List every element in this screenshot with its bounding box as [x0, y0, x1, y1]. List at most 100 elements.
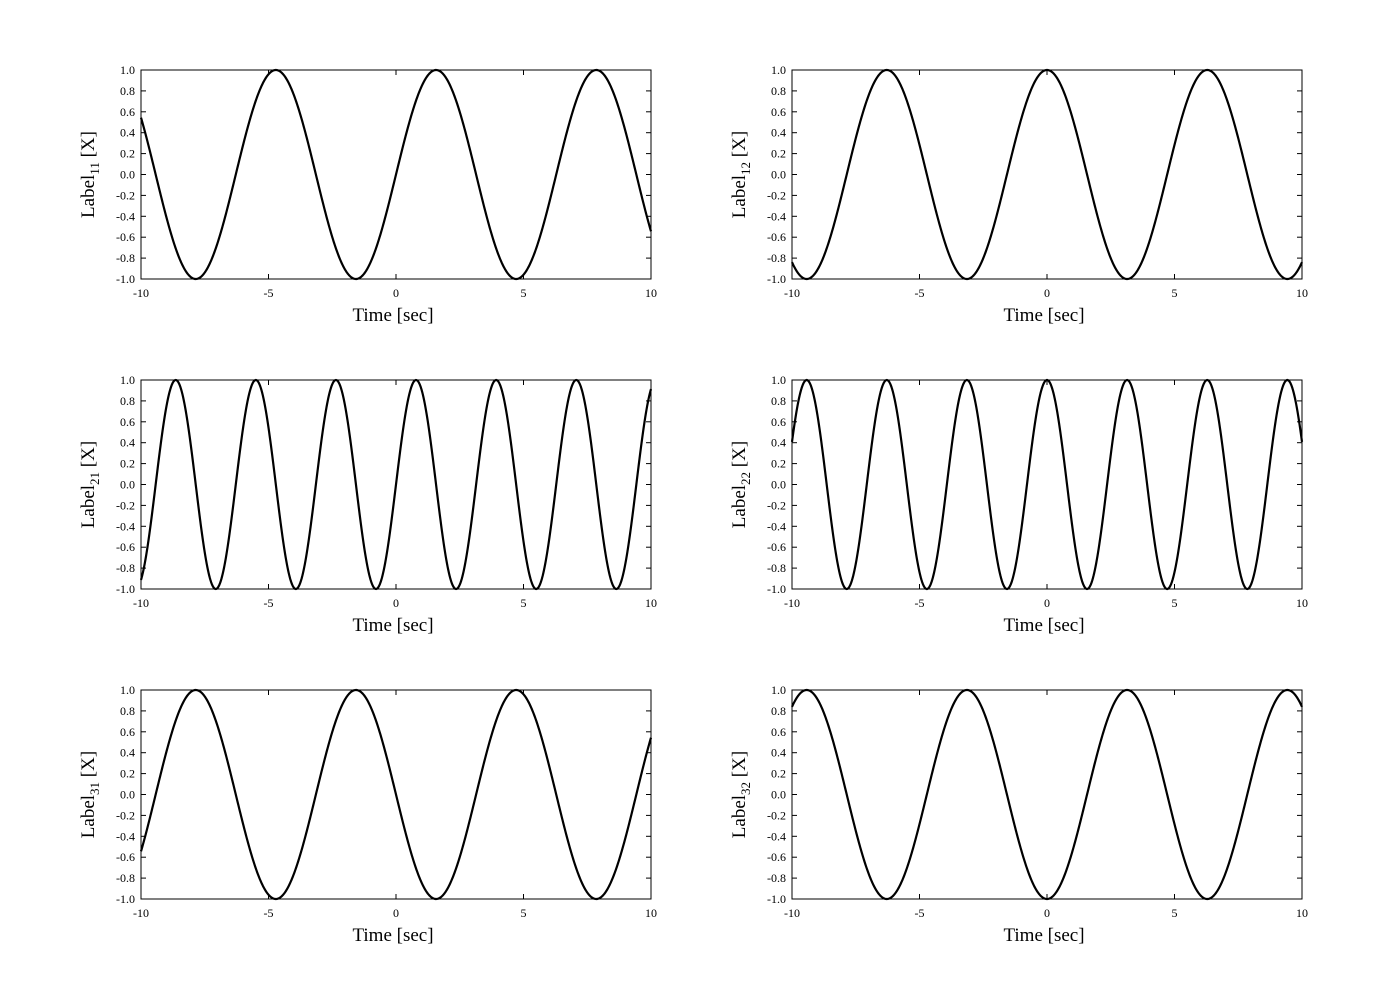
y-tick-label: -0.6: [767, 850, 786, 864]
y-tick-label: 1.0: [771, 373, 786, 387]
y-axis-title: Label32 [X]: [729, 751, 753, 838]
y-tick-label: -0.4: [767, 829, 786, 843]
y-tick-label: 0.6: [771, 725, 786, 739]
y-tick-label: -0.8: [116, 251, 135, 265]
y-tick-label: 0.0: [120, 788, 135, 802]
y-tick-label: -0.6: [767, 540, 786, 554]
y-tick-label: -0.4: [116, 829, 135, 843]
y-axis-title-unit: [X]: [729, 131, 750, 162]
subplot-3: -10 -5 0 5 10 1.0 0.8 0.6 0.4 0.2 0.0 -0.2 -0.4 -0.6 -…: [78, 373, 657, 636]
x-tick-label: 5: [1172, 596, 1178, 610]
x-tick-label: 10: [645, 286, 657, 300]
y-tick-label: 0.4: [771, 746, 786, 760]
y-tick-label: -0.6: [767, 230, 786, 244]
x-tick-label: -10: [784, 286, 800, 300]
y-tick-label: -0.2: [116, 498, 135, 512]
y-tick-label: 0.4: [771, 436, 786, 450]
series-line: [139, 68, 653, 281]
x-tick-label: -5: [915, 906, 925, 920]
series-line: [790, 378, 1304, 591]
x-tick-label: 10: [1296, 286, 1308, 300]
x-tick-label: -5: [915, 286, 925, 300]
y-axis-title-main: Label: [729, 175, 750, 218]
y-tick-label: -0.8: [116, 561, 135, 575]
y-tick-label: 0.8: [771, 84, 786, 98]
y-tick-label: -0.6: [116, 540, 135, 554]
y-tick-label: 0.4: [120, 436, 135, 450]
y-tick-label: 0.2: [771, 767, 786, 781]
y-tick-label: -0.4: [116, 209, 135, 223]
series-line: [139, 378, 653, 591]
y-tick-label: 0.0: [771, 168, 786, 182]
y-tick-label: 0.6: [120, 415, 135, 429]
x-tick-label: -10: [784, 906, 800, 920]
x-tick-label: -5: [915, 596, 925, 610]
plot-frame: [791, 69, 1303, 280]
y-tick-label: -1.0: [767, 582, 786, 596]
x-tick-label: -5: [264, 906, 274, 920]
subplot-6: -10 -5 0 5 10 1.0 0.8 0.6 0.4 0.2 0.0 -0.2 -0.4 -0.6 -…: [729, 683, 1308, 946]
y-tick-label: -1.0: [116, 582, 135, 596]
y-tick-label: 1.0: [120, 683, 135, 697]
x-axis-title: Time [sec]: [1003, 615, 1084, 636]
y-tick-label: 0.2: [120, 767, 135, 781]
y-tick-label: 1.0: [120, 373, 135, 387]
y-axis-title-subscript: 12: [738, 162, 753, 175]
x-axis-title: Time [sec]: [352, 925, 433, 946]
y-tick-label: 0.8: [771, 394, 786, 408]
y-tick-label: -0.2: [116, 808, 135, 822]
y-axis-title-subscript: 32: [738, 782, 753, 795]
y-tick-label: 0.4: [120, 126, 135, 140]
subplot-2: -10 -5 0 5 10 1.0 0.8 0.6 0.4 0.2 0.0 -0.2 -0.4 -0.6 -…: [729, 63, 1308, 326]
y-axis-title-subscript: 21: [87, 472, 102, 485]
y-tick-label: -1.0: [116, 892, 135, 906]
x-tick-label: -5: [264, 596, 274, 610]
y-tick-label: 0.2: [771, 147, 786, 161]
x-axis-title: Time [sec]: [1003, 925, 1084, 946]
series-line: [790, 68, 1304, 281]
y-tick-label: -1.0: [767, 272, 786, 286]
y-axis-title-main: Label: [78, 485, 99, 528]
y-axis-title-subscript: 11: [87, 162, 102, 175]
y-tick-label: 0.0: [120, 168, 135, 182]
y-axis-title-unit: [X]: [729, 751, 750, 782]
y-axis-title: Label31 [X]: [78, 751, 102, 838]
y-tick-label: -0.4: [116, 519, 135, 533]
x-tick-label: -10: [133, 286, 149, 300]
y-tick-label: 0.2: [120, 147, 135, 161]
y-tick-label: 0.8: [771, 704, 786, 718]
x-axis-title: Time [sec]: [1003, 305, 1084, 326]
y-axis-title-unit: [X]: [78, 751, 99, 782]
x-tick-label: -10: [784, 596, 800, 610]
y-tick-label: 0.6: [120, 105, 135, 119]
y-tick-label: 1.0: [120, 63, 135, 77]
x-tick-label: 10: [645, 596, 657, 610]
x-tick-label: 5: [521, 906, 527, 920]
x-tick-label: 5: [521, 596, 527, 610]
y-tick-label: -1.0: [767, 892, 786, 906]
x-tick-label: 5: [521, 286, 527, 300]
y-axis-title-unit: [X]: [729, 441, 750, 472]
y-tick-label: 0.4: [120, 746, 135, 760]
y-axis-title-subscript: 31: [87, 782, 102, 795]
x-tick-label: 5: [1172, 286, 1178, 300]
y-tick-label: 0.6: [771, 415, 786, 429]
y-tick-label: 1.0: [771, 63, 786, 77]
y-tick-label: -0.4: [767, 519, 786, 533]
y-tick-label: 0.6: [120, 725, 135, 739]
y-axis-title-main: Label: [78, 175, 99, 218]
y-axis-title: Label22 [X]: [729, 441, 753, 528]
y-tick-label: 0.2: [120, 457, 135, 471]
series-line: [790, 688, 1304, 901]
y-tick-label: 0.6: [771, 105, 786, 119]
y-tick-label: -0.8: [767, 871, 786, 885]
y-tick-label: -0.8: [767, 561, 786, 575]
x-tick-label: -5: [264, 286, 274, 300]
subplot-4: -10 -5 0 5 10 1.0 0.8 0.6 0.4 0.2 0.0 -0.2 -0.4 -0.6 -…: [729, 373, 1308, 636]
x-axis-title: Time [sec]: [352, 305, 433, 326]
y-tick-label: 0.0: [771, 788, 786, 802]
x-tick-label: 0: [1044, 596, 1050, 610]
x-tick-label: 0: [393, 596, 399, 610]
x-tick-label: 10: [645, 906, 657, 920]
